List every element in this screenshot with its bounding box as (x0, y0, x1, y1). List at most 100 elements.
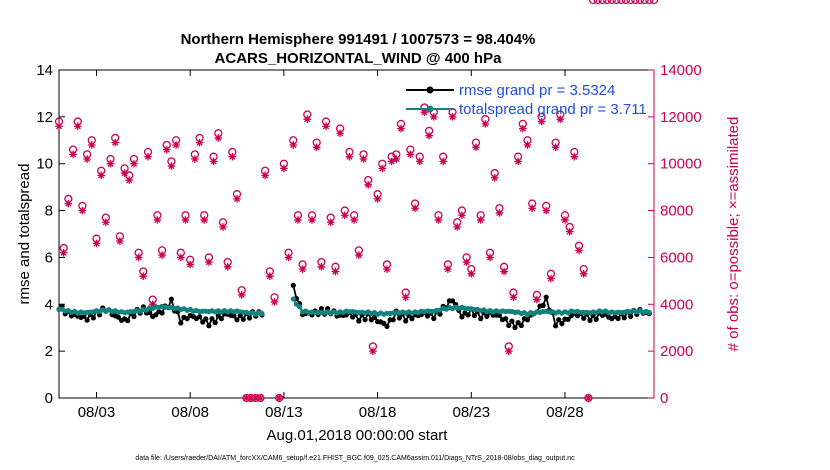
obs-assimilated-marker (73, 122, 82, 131)
chart-title: Northern Hemisphere 991491 / 1007573 = 9… (181, 31, 536, 48)
obs-assimilated-marker (467, 270, 476, 278)
obs-assimilated-marker (387, 157, 396, 166)
legend: rmse grand pr = 3.5324 totalspread grand… (406, 82, 647, 118)
series-point-rmse (431, 315, 437, 322)
obs-assimilated-marker (55, 122, 63, 131)
obs-possible-marker (649, 0, 659, 5)
obs-assimilated-marker (542, 206, 551, 215)
obs-assimilated-marker (411, 204, 419, 213)
series-point-rmse (384, 323, 390, 329)
obs-assimilated-marker (130, 159, 138, 168)
legend-label-totalspread: totalspread grand pr = 3.711 (459, 101, 647, 118)
plot-area (58, 69, 655, 399)
series-point-rmse (553, 323, 559, 329)
x-axis-label: Aug.01,2018 00:00:00 start (267, 427, 449, 444)
data-file-footer: data file: /Users/raeder/DAI/ATM_forcXX/… (135, 455, 575, 462)
series-point-rmse (362, 317, 368, 323)
obs-assimilated-marker (116, 237, 124, 245)
obs-assimilated-marker (134, 253, 143, 262)
series-point-totalspread (646, 309, 652, 316)
obs-possible-marker (631, 0, 640, 5)
obs-assimilated-marker (579, 270, 588, 278)
obs-assimilated-marker (219, 223, 227, 231)
obs-assimilated-marker (509, 293, 518, 302)
y-tick-label-right: 4000 (660, 296, 693, 313)
series-point-rmse (115, 314, 121, 320)
obs-assimilated-marker (444, 265, 452, 273)
obs-assimilated-marker (537, 117, 546, 126)
series-point-rmse (209, 316, 215, 322)
series-point-rmse (212, 320, 218, 326)
x-tick-label: 08/28 (546, 404, 584, 421)
y-tick-label-right: 10000 (660, 156, 702, 173)
obs-assimilated-marker (430, 113, 438, 121)
y-tick-label-right: 2000 (660, 343, 693, 360)
series-point-rmse (512, 324, 518, 330)
obs-assimilated-marker (200, 216, 209, 224)
y-tick-label-right: 14000 (660, 62, 702, 79)
obs-assimilated-marker (547, 274, 555, 283)
obs-possible-marker (645, 0, 654, 5)
series-point-rmse (540, 302, 546, 308)
obs-assimilated-marker (458, 211, 466, 220)
obs-assimilated-marker (312, 143, 321, 152)
series-point-rmse (240, 316, 246, 322)
y-tick-label-left: 14 (36, 62, 53, 79)
series-point-rmse (403, 318, 409, 324)
obs-assimilated-marker (106, 159, 115, 168)
series-point-rmse (509, 318, 515, 324)
series-point-rmse (484, 313, 490, 319)
obs-assimilated-marker (584, 394, 593, 402)
obs-assimilated-marker (153, 216, 162, 224)
obs-assimilated-marker (415, 157, 424, 166)
obs-possible-marker (635, 0, 645, 5)
y-tick-label-right: 0 (660, 390, 668, 407)
obs-assimilated-marker (340, 211, 349, 220)
series-point-rmse (184, 316, 190, 322)
obs-assimilated-marker (284, 253, 293, 262)
obs-assimilated-marker (322, 122, 330, 131)
y-axis-left: 0 2 4 6 8 10 12 14 (36, 62, 65, 407)
series-point-rmse (465, 312, 471, 318)
obs-assimilated-marker (486, 253, 494, 262)
obs-assimilated-marker (87, 141, 96, 149)
series-point-rmse (621, 315, 627, 321)
obs-assimilated-marker (92, 239, 101, 248)
obs-assimilated-marker (256, 394, 265, 402)
y-tick-label-left: 4 (45, 296, 53, 313)
series-lines (56, 282, 652, 330)
series-point-rmse (237, 312, 243, 319)
series-point-rmse (231, 313, 237, 319)
obs-assimilated-marker (242, 394, 251, 402)
obs-assimilated-marker (237, 291, 246, 299)
y-tick-label-right: 8000 (660, 203, 693, 220)
series-point-totalspread (290, 296, 296, 302)
obs-assimilated-marker (350, 216, 358, 224)
obs-assimilated-marker (383, 265, 391, 273)
obs-assimilated-marker (401, 293, 410, 302)
obs-count-markers (55, 0, 659, 403)
series-point-totalspread (259, 311, 265, 317)
obs-assimilated-marker (561, 216, 569, 224)
obs-assimilated-marker (59, 248, 68, 257)
obs-assimilated-marker (148, 300, 157, 309)
obs-assimilated-marker (406, 150, 415, 159)
series-point-rmse (246, 315, 253, 321)
obs-assimilated-marker (472, 143, 480, 152)
obs-assimilated-marker (247, 394, 255, 402)
obs-assimilated-marker (205, 258, 213, 266)
obs-assimilated-marker (191, 155, 199, 163)
obs-possible-marker (603, 0, 612, 5)
series-point-rmse (506, 322, 512, 329)
obs-assimilated-marker (448, 113, 457, 121)
obs-assimilated-marker (570, 152, 579, 161)
series-point-rmse (471, 313, 477, 319)
obs-assimilated-marker (425, 131, 433, 140)
series-point-rmse (559, 321, 565, 327)
series-point-rmse (409, 316, 415, 322)
obs-assimilated-marker (565, 227, 574, 236)
obs-assimilated-marker (223, 263, 232, 271)
series-point-rmse (615, 315, 621, 322)
y-axis-label-left: rmse and totalspread (16, 164, 33, 305)
obs-assimilated-marker (500, 267, 508, 276)
